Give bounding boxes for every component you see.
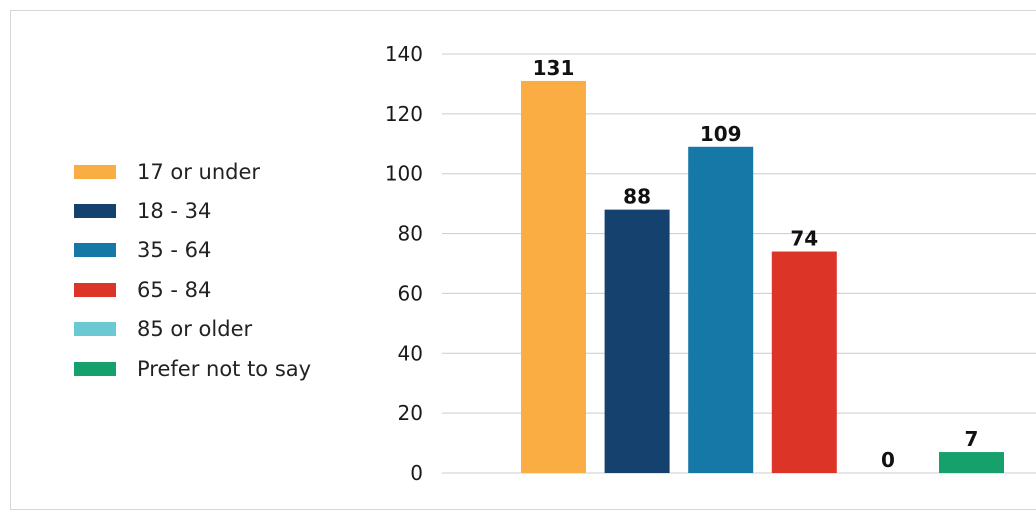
data-label: 88: [623, 185, 651, 209]
bar: [604, 209, 670, 473]
y-tick-label: 20: [398, 401, 423, 425]
legend-label: 17 or under: [137, 159, 261, 184]
y-tick-label: 100: [385, 162, 423, 186]
legend-label: 65 - 84: [137, 277, 212, 302]
bar-chart: 0 20 40 60 80 100 120 140 131 88 109 74 0 7: [385, 42, 1036, 485]
legend-swatch: [74, 164, 116, 179]
data-label: 74: [790, 227, 818, 251]
y-tick-label: 60: [398, 281, 423, 305]
legend-swatch: [74, 322, 116, 337]
legend-label: Prefer not to say: [137, 356, 312, 381]
legend-item: 17 or under: [74, 152, 311, 191]
y-tick-label: 40: [398, 341, 423, 365]
data-label: 131: [533, 56, 575, 80]
legend-swatch: [74, 243, 116, 258]
legend-label: 35 - 64: [137, 238, 212, 263]
y-tick-label: 140: [385, 42, 423, 66]
legend: 17 or under 18 - 34 35 - 64 65 - 84 85 o…: [74, 152, 311, 388]
legend-item: 35 - 64: [74, 231, 311, 270]
bar: [688, 146, 754, 473]
data-label: 7: [965, 427, 979, 451]
y-tick-label: 80: [398, 222, 423, 246]
data-label: 0: [881, 448, 895, 472]
legend-item: 85 or older: [74, 310, 311, 349]
bar: [521, 80, 586, 473]
data-label: 109: [700, 122, 742, 146]
legend-swatch: [74, 361, 116, 376]
legend-item: Prefer not to say: [74, 349, 311, 388]
legend-label: 85 or older: [137, 317, 253, 342]
y-tick-label: 120: [385, 102, 423, 126]
legend-item: 65 - 84: [74, 270, 311, 309]
legend-swatch: [74, 282, 116, 297]
y-tick-label: 0: [410, 461, 423, 485]
legend-item: 18 - 34: [74, 191, 311, 230]
bar: [939, 452, 1004, 473]
legend-label: 18 - 34: [137, 199, 212, 224]
bar: [771, 251, 837, 473]
legend-swatch: [74, 204, 116, 219]
